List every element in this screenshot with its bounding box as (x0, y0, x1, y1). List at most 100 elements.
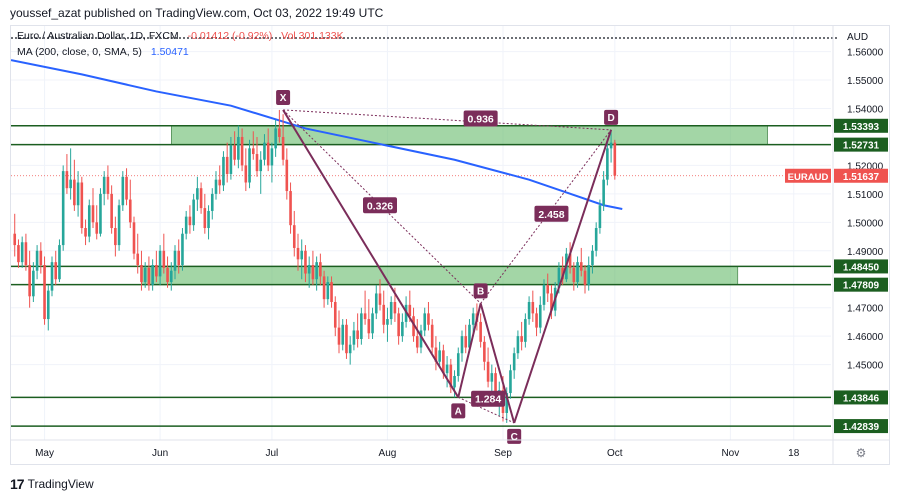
candle-body (546, 285, 549, 294)
candle (99, 188, 102, 236)
candle-body (457, 353, 460, 376)
candle-body (491, 373, 494, 382)
candle (69, 148, 72, 199)
candle (483, 336, 486, 370)
candle-body (584, 271, 587, 285)
candle-body (222, 157, 225, 185)
candle-body (576, 262, 579, 282)
candle-body (92, 205, 95, 222)
candle-body (211, 194, 214, 211)
y-tick-label: 1.49000 (847, 247, 884, 258)
y-tick-label: 1.54000 (847, 105, 884, 116)
y-tick-label: 1.45000 (847, 361, 884, 372)
candle-body (386, 319, 389, 325)
candle-body (345, 325, 348, 353)
candle-body (28, 265, 31, 296)
candle (397, 308, 400, 345)
y-tick-label: 1.51000 (847, 190, 884, 201)
candle-body (252, 148, 255, 154)
candle-body (509, 370, 512, 393)
candle-body (271, 148, 274, 165)
candle-body (81, 182, 84, 228)
candle-body (73, 180, 76, 206)
candle (341, 319, 344, 350)
level-tag-text: 1.52731 (843, 141, 880, 152)
candle-body (517, 336, 520, 353)
chart-frame[interactable]: X A B C D 0.936 0.326 2.458 1.284 AUD 1.56000 1.55… (10, 25, 890, 465)
candle (118, 200, 121, 251)
candle-body (289, 191, 292, 225)
price-chart[interactable]: X A B C D 0.936 0.326 2.458 1.284 AUD 1.56000 1.55… (11, 26, 889, 464)
candle (248, 140, 251, 188)
pattern-point-x: X (276, 90, 290, 105)
current-price-text: 1.51637 (843, 172, 880, 183)
change-value: -0.01412 (-0.92%) (188, 30, 273, 42)
candle-body (539, 305, 542, 328)
candle (289, 182, 292, 233)
level-tag-text: 1.53393 (843, 122, 880, 133)
candle-body (368, 319, 371, 333)
axes: AUD 1.56000 1.55000 1.54000 1.52000 1.51000 1.… (11, 26, 889, 464)
candle (148, 256, 151, 290)
candle-body (99, 194, 102, 234)
candle-body (375, 293, 378, 313)
candle (245, 148, 248, 191)
candle (25, 234, 28, 271)
level-tag-text: 1.42839 (843, 422, 880, 433)
candle-body (353, 330, 356, 344)
candle (371, 308, 374, 339)
settings-gear-icon[interactable]: ⚙ (856, 446, 867, 460)
candle-body (189, 217, 192, 226)
candle (356, 313, 359, 347)
candle-body (338, 328, 341, 345)
candle-body (602, 180, 605, 206)
candle (13, 214, 16, 257)
candle (360, 308, 363, 345)
candle (602, 171, 605, 211)
candle (151, 259, 154, 290)
level-price-tag: 1.42839 (834, 419, 888, 433)
candle-body (25, 242, 28, 265)
candle-body (390, 302, 393, 319)
candle-body (263, 143, 266, 160)
candle (110, 185, 113, 233)
candle-body (464, 336, 467, 347)
candle-body (379, 293, 382, 304)
candle (386, 308, 389, 342)
candle (535, 308, 538, 336)
candle-body (192, 200, 195, 226)
candle-body (95, 222, 98, 233)
candle-body (62, 171, 65, 245)
candle-body (599, 205, 602, 228)
candle-body (438, 350, 441, 361)
candle-body (293, 225, 296, 248)
pattern-leg (283, 110, 458, 397)
candle (189, 205, 192, 233)
candle (528, 296, 531, 324)
candle (32, 262, 35, 302)
candle (427, 302, 430, 330)
candle-body (423, 313, 426, 330)
candle-body (334, 302, 337, 328)
candle (338, 311, 341, 354)
candle (595, 222, 598, 256)
candle-body (278, 128, 281, 137)
candle (431, 319, 434, 353)
candle-body (13, 234, 16, 245)
candle (107, 165, 110, 199)
symbol-tag-text: EURAUD (788, 172, 829, 183)
candle (606, 143, 609, 186)
candle-body (513, 353, 516, 370)
candle-body (356, 330, 359, 339)
x-tick-label: Jul (266, 448, 279, 459)
candle-body (606, 148, 609, 179)
candle-body (118, 205, 121, 245)
level-tag-text: 1.43846 (843, 393, 880, 404)
candle (66, 154, 69, 194)
candle-body (159, 251, 162, 277)
candle-body (427, 313, 430, 324)
candle-body (77, 182, 80, 205)
level-price-tag: 1.43846 (834, 390, 888, 404)
candle-body (397, 313, 400, 336)
candle-body (200, 188, 203, 208)
